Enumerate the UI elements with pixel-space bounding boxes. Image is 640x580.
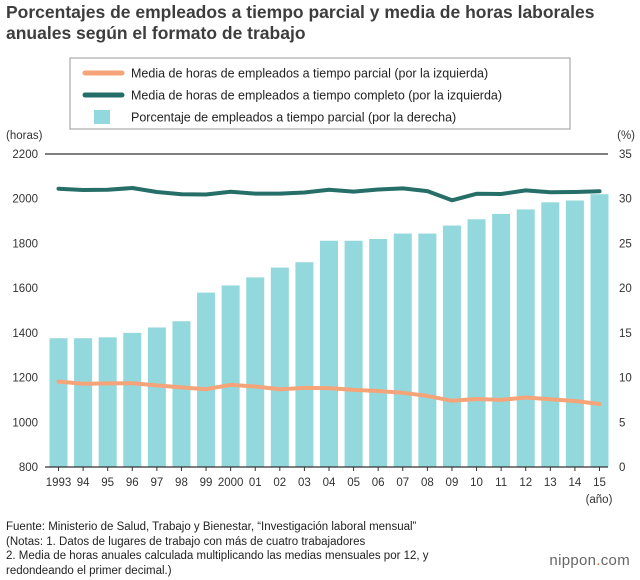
x-tick-label: 95 bbox=[101, 477, 114, 489]
x-tick-label: 04 bbox=[323, 477, 336, 489]
y-left-tick-label: 2000 bbox=[12, 194, 38, 206]
x-tick-label: 2000 bbox=[218, 477, 244, 489]
x-tick-label: 07 bbox=[396, 477, 409, 489]
y-left-unit-label: (horas) bbox=[6, 130, 43, 142]
chart: Media de horas de empleados a tiempo par… bbox=[6, 57, 635, 506]
y-right-tick-label: 15 bbox=[619, 328, 632, 340]
bar-series bbox=[49, 194, 609, 467]
y-left-tick-label: 800 bbox=[19, 462, 38, 474]
bar bbox=[541, 202, 560, 467]
note-line-1: (Notas: 1. Datos de lugares de trabajo c… bbox=[6, 535, 366, 548]
y-right-tick-label: 25 bbox=[619, 238, 632, 250]
bar bbox=[98, 337, 117, 467]
bar bbox=[442, 225, 461, 467]
line-series bbox=[56, 186, 602, 406]
y-left-tick-label: 1600 bbox=[12, 283, 38, 295]
brand-dot: . bbox=[596, 552, 601, 569]
x-unit-label: (año) bbox=[586, 494, 613, 506]
bar bbox=[147, 327, 166, 467]
source-notes: Fuente: Ministerio de Salud, Trabajo y B… bbox=[6, 520, 476, 578]
legend-swatch-bar bbox=[94, 110, 110, 124]
x-tick-label: 05 bbox=[347, 477, 360, 489]
y-right-tick-label: 0 bbox=[619, 462, 625, 474]
x-tick-label: 97 bbox=[150, 477, 163, 489]
chart-title: Porcentajes de empleados a tiempo parcia… bbox=[6, 2, 634, 44]
x-tick-label: 15 bbox=[593, 477, 606, 489]
bar bbox=[221, 285, 240, 467]
bar bbox=[74, 338, 93, 467]
bar bbox=[369, 238, 388, 467]
y-right-unit-label: (%) bbox=[617, 130, 635, 142]
x-tick-label: 98 bbox=[175, 477, 188, 489]
x-tick-label: 13 bbox=[544, 477, 557, 489]
bar bbox=[565, 200, 584, 467]
bar bbox=[172, 321, 191, 467]
x-tick-label: 01 bbox=[249, 477, 262, 489]
legend: Media de horas de empleados a tiempo par… bbox=[69, 57, 571, 130]
note-line-2: 2. Media de horas anuales calculada mult… bbox=[6, 550, 429, 562]
legend-label: Porcentaje de empleados a tiempo parcial… bbox=[131, 111, 456, 125]
bar bbox=[49, 338, 68, 467]
y-right-tick-label: 20 bbox=[619, 283, 632, 295]
x-tick-label: 08 bbox=[421, 477, 434, 489]
bar bbox=[295, 262, 314, 467]
series-line bbox=[56, 379, 602, 406]
bar bbox=[418, 233, 437, 467]
bar bbox=[246, 277, 265, 467]
x-tick-label: 94 bbox=[77, 477, 90, 489]
source-line: Fuente: Ministerio de Salud, Trabajo y B… bbox=[6, 521, 417, 533]
y-left-tick-label: 1200 bbox=[12, 373, 38, 385]
y-right-tick-label: 35 bbox=[619, 149, 632, 161]
bar bbox=[516, 209, 535, 467]
bar bbox=[344, 240, 363, 467]
x-tick-label: 03 bbox=[298, 477, 311, 489]
x-tick-label: 12 bbox=[519, 477, 532, 489]
x-tick-label: 96 bbox=[126, 477, 139, 489]
chart-title-line-1: Porcentajes de empleados a tiempo parcia… bbox=[6, 2, 595, 22]
y-right-tick-label: 5 bbox=[619, 417, 625, 429]
y-left-tick-label: 2200 bbox=[12, 149, 38, 161]
note-line-3: redondeando el primer decimal.) bbox=[6, 564, 172, 577]
x-tick-label: 06 bbox=[372, 477, 385, 489]
bar bbox=[270, 267, 289, 467]
bar bbox=[590, 194, 609, 467]
chart-title-line-2: anuales según el formato de trabajo bbox=[6, 23, 306, 43]
legend-label: Media de horas de empleados a tiempo com… bbox=[131, 89, 502, 103]
x-tick-label: 09 bbox=[446, 477, 459, 489]
x-tick-label: 02 bbox=[273, 477, 286, 489]
bar bbox=[320, 240, 338, 467]
x-tick-label: 11 bbox=[495, 477, 507, 489]
brand-name: nippon bbox=[549, 552, 597, 569]
legend-box bbox=[69, 57, 571, 130]
x-tick-label: 99 bbox=[200, 477, 213, 489]
x-tick-label: 1993 bbox=[46, 477, 72, 489]
bar bbox=[393, 233, 412, 467]
brand-tld: com bbox=[600, 552, 630, 569]
y-left-tick-label: 1000 bbox=[12, 417, 38, 429]
y-left-tick-label: 1800 bbox=[12, 238, 38, 250]
y-left-tick-label: 1400 bbox=[12, 328, 38, 340]
bar bbox=[123, 332, 142, 467]
brand-logo: nippon.com bbox=[549, 552, 630, 569]
x-tick-label: 14 bbox=[569, 477, 582, 489]
bar bbox=[197, 292, 216, 467]
bar bbox=[492, 213, 511, 467]
bar bbox=[467, 219, 486, 467]
legend-label: Media de horas de empleados a tiempo par… bbox=[131, 67, 488, 81]
series-line bbox=[56, 186, 602, 203]
y-right-tick-label: 30 bbox=[619, 194, 632, 206]
x-tick-label: 10 bbox=[470, 477, 483, 489]
axes: 8001000120014001600180020002200051015202… bbox=[6, 130, 635, 506]
y-right-tick-label: 10 bbox=[619, 373, 632, 385]
